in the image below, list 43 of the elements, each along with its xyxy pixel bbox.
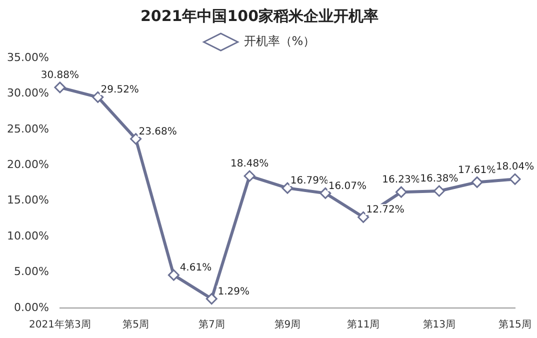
y-tick-label: 30.00% (6, 86, 49, 100)
y-tick-label: 25.00% (6, 122, 49, 136)
point (358, 211, 370, 223)
y-tick-label: 10.00% (6, 229, 49, 242)
point (130, 133, 142, 145)
x-tick-label: 第13周 (422, 318, 456, 331)
point (244, 170, 256, 182)
x-tick-label: 第11周 (346, 318, 380, 331)
data-label: 4.61% (180, 262, 212, 274)
point (168, 269, 180, 281)
legend-label: 开机率（%） (244, 34, 316, 48)
point (320, 187, 332, 199)
data-label: 17.61% (458, 164, 496, 176)
data-label: 23.68% (138, 126, 177, 138)
y-tick-label: 35.00% (6, 50, 49, 64)
data-label: 18.04% (496, 162, 534, 173)
point (433, 185, 445, 197)
point (471, 176, 483, 188)
x-tick-label: 第7周 (198, 318, 225, 331)
y-tick-label: 5.00% (14, 265, 49, 278)
point (206, 293, 218, 305)
point (282, 182, 294, 194)
data-label: 16.23% (382, 174, 420, 186)
y-tick-label: 0.00% (14, 300, 49, 314)
x-tick-label: 第15周 (498, 318, 532, 331)
data-label: 30.88% (40, 70, 80, 82)
data-label: 29.52% (100, 84, 139, 96)
y-tick-label: 20.00% (6, 158, 49, 171)
chart-title: 2021年中国100家稻米企业开机率 (140, 6, 379, 25)
x-tick-label: 2021年第3周 (29, 318, 91, 331)
point (54, 82, 66, 94)
data-label: 16.38% (420, 174, 458, 185)
data-label: 16.79% (290, 176, 329, 187)
point (92, 91, 104, 103)
data-label: 1.29% (218, 286, 250, 298)
point (395, 186, 407, 198)
x-tick-label: 第5周 (122, 318, 149, 331)
data-label: 18.48% (230, 158, 269, 170)
data-label: 12.72% (366, 204, 404, 216)
x-tick-label: 第9周 (274, 318, 301, 331)
y-tick-label: 15.00% (6, 194, 49, 207)
data-label: 16.07% (328, 180, 366, 192)
point (509, 173, 521, 185)
